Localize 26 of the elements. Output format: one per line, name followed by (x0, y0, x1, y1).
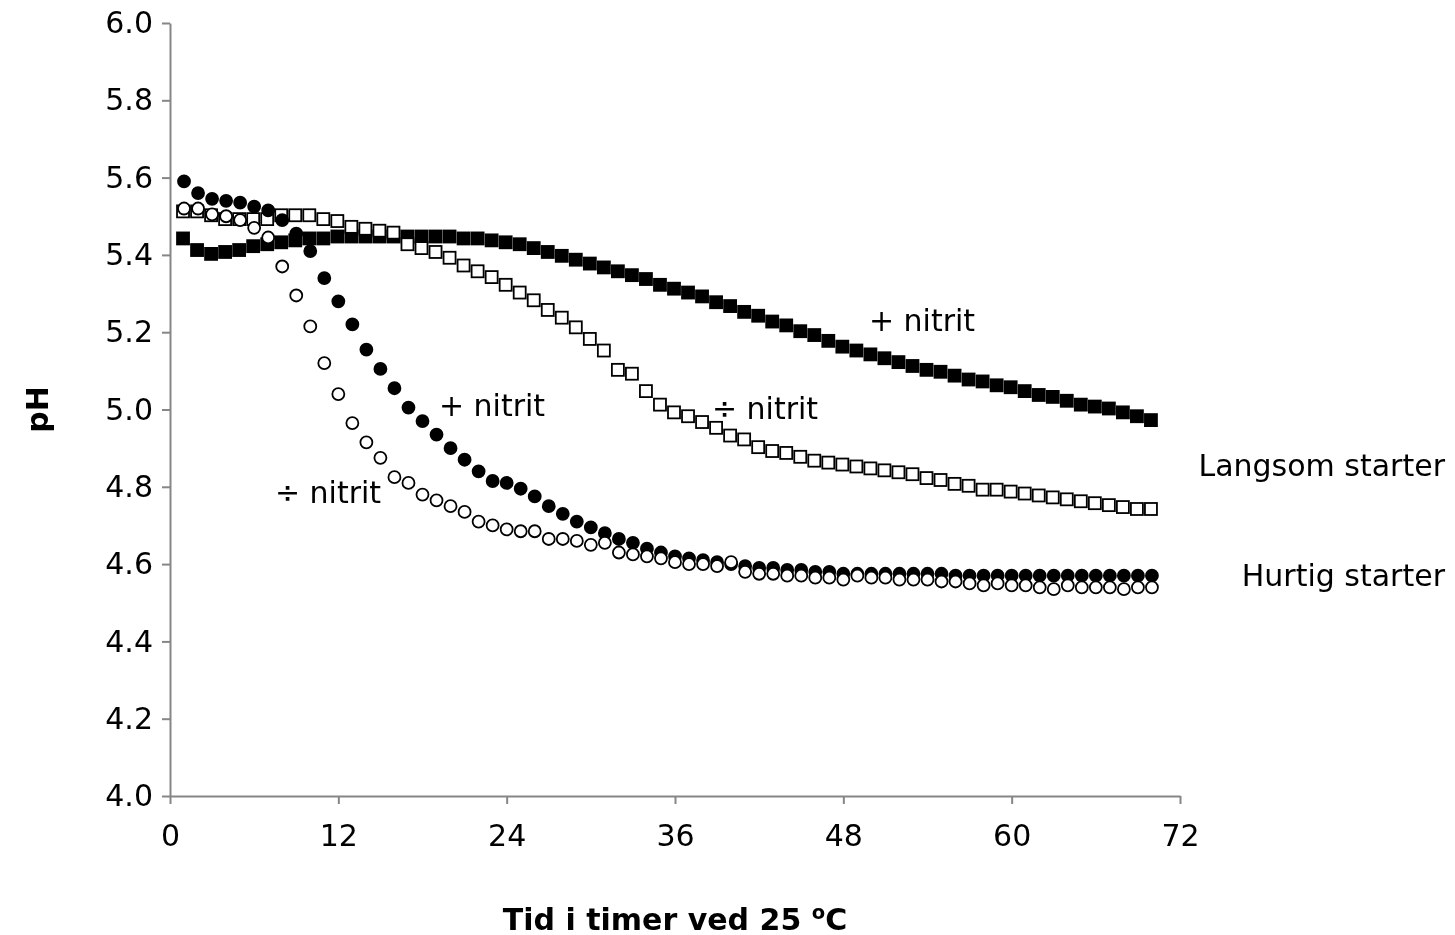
series-label: ÷ nitrit (274, 474, 382, 510)
series-label: + nitrit (438, 387, 546, 423)
y-tick-label: 4.4 (105, 623, 153, 659)
y-tick-label: 4.0 (105, 778, 153, 814)
y-tick-label: 5.2 (105, 314, 153, 350)
y-tick-label: 6.0 (105, 5, 153, 41)
y-tick-label: 4.8 (105, 468, 153, 504)
x-axis-title: Tid i timer ved 25 $^{o}$C (502, 900, 848, 935)
y-axis-title: pH (20, 386, 55, 433)
y-tick-label: 5.4 (105, 237, 153, 272)
x-tick-label: 48 (824, 818, 863, 853)
x-tick-label: 72 (1161, 818, 1200, 853)
x-tick-label: 36 (656, 818, 695, 853)
y-tick-label: 4.2 (105, 700, 153, 736)
y-tick-label: 4.6 (105, 546, 153, 582)
series-label: + nitrit (868, 302, 976, 338)
x-tick-label: 24 (488, 818, 527, 853)
y-tick-label: 5.8 (105, 82, 153, 118)
x-tick-label: 12 (319, 818, 358, 853)
series-label: ÷ nitrit (711, 390, 819, 426)
x-tick-label: 0 (160, 818, 181, 853)
y-tick-label: 5.0 (105, 391, 153, 427)
x-tick-label: 60 (993, 818, 1032, 853)
text: Hurtig starter (1241, 557, 1446, 593)
y-tick-label: 5.6 (105, 159, 153, 195)
text: Langsom starter (1198, 447, 1446, 483)
